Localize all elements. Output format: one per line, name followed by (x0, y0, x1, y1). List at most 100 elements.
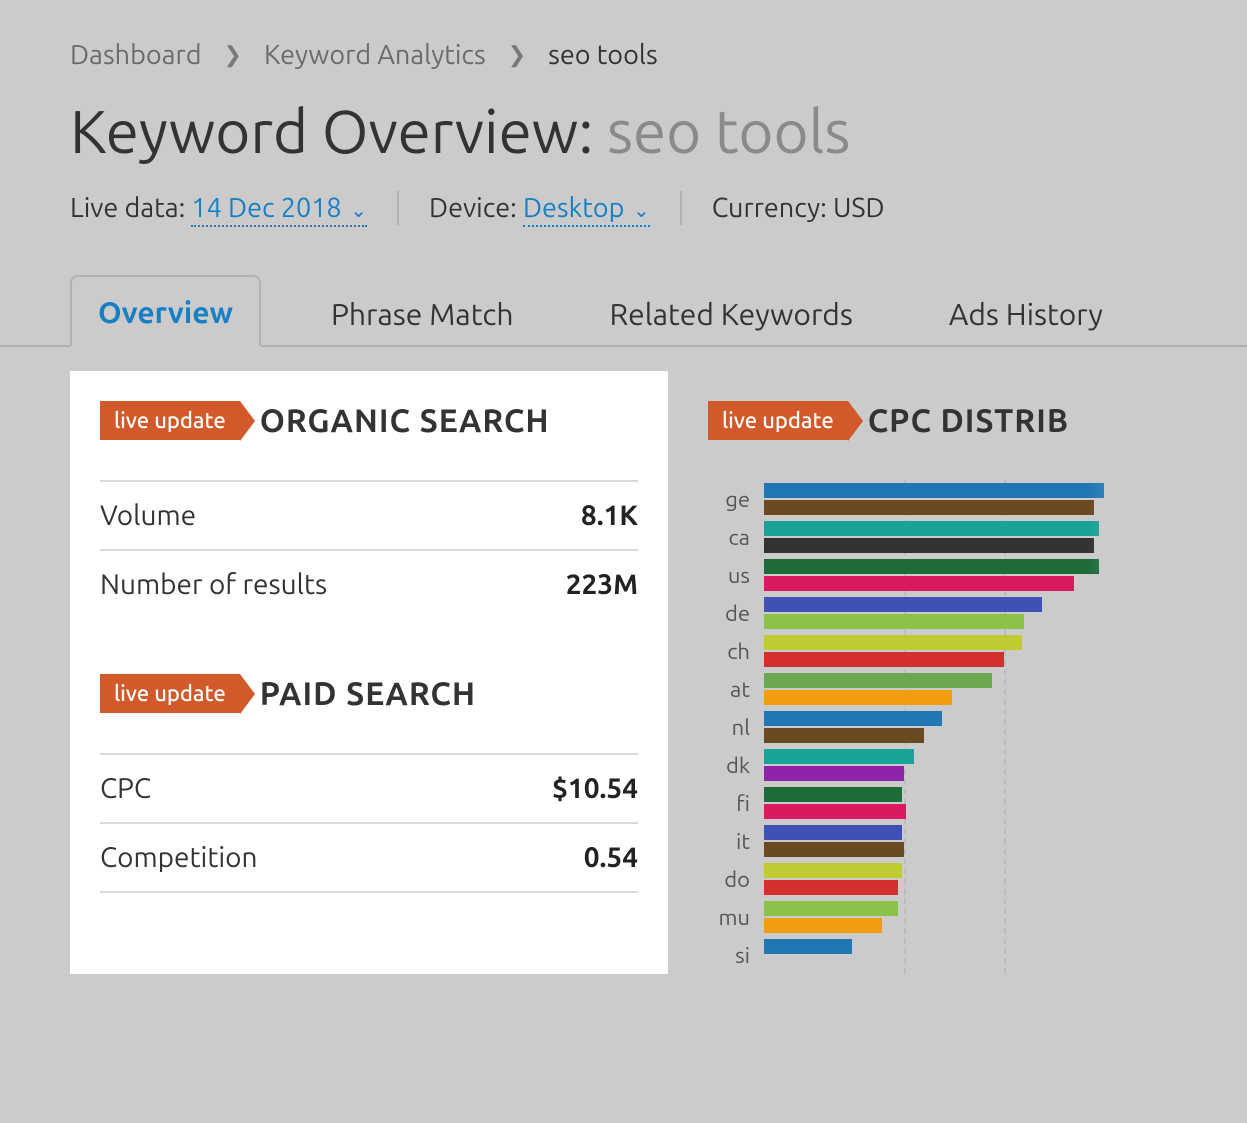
chart-row-bars (764, 860, 1208, 898)
search-panel: live update ORGANIC SEARCH Volume 8.1K N… (70, 371, 668, 974)
chart-row: ca (708, 518, 1208, 556)
chevron-down-icon: ⌄ (628, 198, 649, 221)
chart-row-bars (764, 822, 1208, 860)
stat-value: $10.54 (552, 773, 638, 804)
device-label: Device: (429, 193, 517, 223)
chart-bar (764, 804, 906, 819)
currency-label: Currency: (712, 193, 827, 223)
chart-bar (764, 500, 1094, 515)
chart-row-bars (764, 556, 1208, 594)
stat-value: 0.54 (584, 842, 638, 873)
tab-overview[interactable]: Overview (70, 275, 261, 347)
chart-row: ge (708, 480, 1208, 518)
chart-bar (764, 521, 1099, 536)
chart-bar (764, 576, 1074, 591)
chart-bar (764, 766, 904, 781)
chart-row-label: dk (708, 753, 764, 778)
chart-row-label: fi (708, 791, 764, 816)
separator (680, 191, 682, 225)
tab-ads-history[interactable]: Ads History (923, 279, 1129, 347)
tab-related-keywords[interactable]: Related Keywords (584, 279, 879, 347)
stat-label: Competition (100, 842, 258, 873)
breadcrumb-item-current: seo tools (548, 40, 658, 70)
meta-row: Live data: 14 Dec 2018 ⌄ Device: Desktop… (70, 191, 1247, 225)
cpc-distribution-panel: live update CPC DISTRIB ge ca us de ch at nl dk… (708, 371, 1208, 974)
chevron-down-icon: ⌄ (346, 198, 367, 221)
stat-value: 223M (566, 569, 638, 600)
chevron-right-icon: ❯ (508, 42, 526, 68)
stat-row-volume: Volume 8.1K (100, 480, 638, 549)
chart-row-label: us (708, 563, 764, 588)
stat-row-cpc: CPC $10.54 (100, 753, 638, 822)
chart-row: us (708, 556, 1208, 594)
live-update-badge: live update (100, 674, 240, 713)
stat-label: CPC (100, 773, 151, 804)
breadcrumb-item-keyword-analytics[interactable]: Keyword Analytics (264, 40, 486, 70)
page-title: Keyword Overview: seo tools (70, 98, 1247, 165)
chart-row: it (708, 822, 1208, 860)
chart-bar (764, 614, 1024, 629)
chart-bar (764, 787, 902, 802)
chart-row-label: ca (708, 525, 764, 550)
chart-row: de (708, 594, 1208, 632)
chart-row-bars (764, 898, 1208, 936)
title-keyword: seo tools (607, 98, 850, 165)
chart-row-bars (764, 708, 1208, 746)
device-dropdown[interactable]: Desktop ⌄ (523, 193, 650, 227)
chart-bar (764, 842, 904, 857)
chart-row-label: at (708, 677, 764, 702)
chart-bar (764, 483, 1104, 498)
chart-bar (764, 728, 924, 743)
live-data-dropdown[interactable]: 14 Dec 2018 ⌄ (191, 193, 367, 227)
chart-row-label: de (708, 601, 764, 626)
stat-row-results: Number of results 223M (100, 549, 638, 618)
chart-bar (764, 597, 1042, 612)
chevron-right-icon: ❯ (224, 42, 242, 68)
stat-label: Number of results (100, 569, 327, 600)
chart-bar (764, 559, 1099, 574)
chart-row: at (708, 670, 1208, 708)
cpc-distribution-title: CPC DISTRIB (868, 403, 1069, 439)
paid-search-title: PAID SEARCH (260, 676, 476, 712)
chart-row-label: it (708, 829, 764, 854)
separator (397, 191, 399, 225)
chart-bar (764, 880, 898, 895)
chart-row-bars (764, 670, 1208, 708)
chart-row-bars (764, 594, 1208, 632)
stat-row-competition: Competition 0.54 (100, 822, 638, 893)
chart-bar (764, 538, 1094, 553)
stat-value: 8.1K (581, 500, 638, 531)
chart-row-bars (764, 518, 1208, 556)
chart-bar (764, 749, 914, 764)
chart-row-label: ch (708, 639, 764, 664)
chart-bar (764, 918, 882, 933)
stat-label: Volume (100, 500, 196, 531)
tab-bar: Overview Phrase Match Related Keywords A… (0, 273, 1247, 347)
chart-row: nl (708, 708, 1208, 746)
chart-row: ch (708, 632, 1208, 670)
chart-row-label: ge (708, 487, 764, 512)
chart-bar (764, 939, 852, 954)
chart-row-bars (764, 480, 1208, 518)
chart-row-label: nl (708, 715, 764, 740)
live-update-badge: live update (708, 401, 848, 440)
chart-bar (764, 690, 952, 705)
chart-bar (764, 863, 902, 878)
chart-row-bars (764, 632, 1208, 670)
breadcrumb-item-dashboard[interactable]: Dashboard (70, 40, 202, 70)
chart-row-label: si (708, 943, 764, 968)
chart-row: do (708, 860, 1208, 898)
chart-row-label: mu (708, 905, 764, 930)
tab-phrase-match[interactable]: Phrase Match (305, 279, 540, 347)
chart-row: si (708, 936, 1208, 974)
chart-bar (764, 652, 1004, 667)
chart-row: mu (708, 898, 1208, 936)
live-update-badge: live update (100, 401, 240, 440)
title-prefix: Keyword Overview: (70, 98, 593, 165)
chart-row-label: do (708, 867, 764, 892)
chart-bar (764, 635, 1022, 650)
chart-row-bars (764, 784, 1208, 822)
chart-bar (764, 825, 902, 840)
currency-value: USD (833, 193, 885, 223)
breadcrumb: Dashboard ❯ Keyword Analytics ❯ seo tool… (70, 40, 1247, 70)
